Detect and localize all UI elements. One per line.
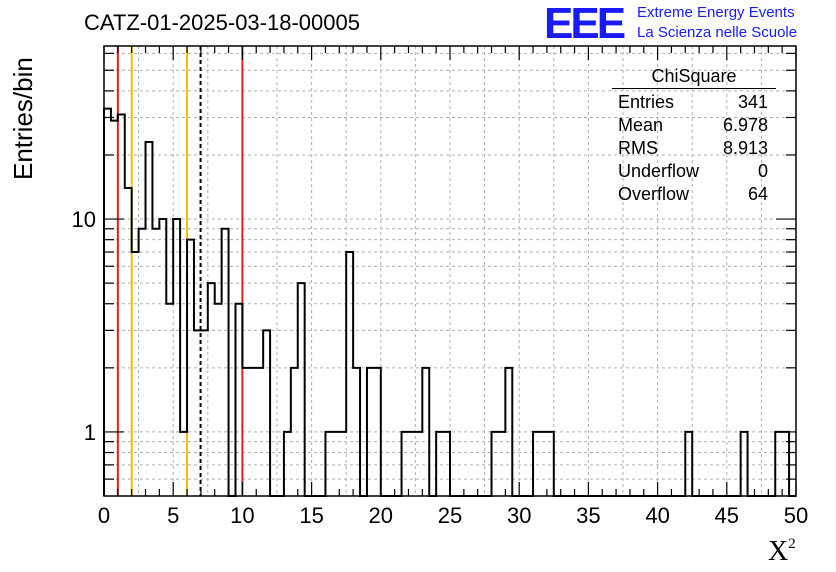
- x-tick-label: 10: [230, 503, 254, 528]
- stats-label: Entries: [618, 92, 675, 112]
- x-axis-label: X2: [768, 536, 796, 567]
- stats-value: 6.978: [722, 115, 768, 135]
- x-tick-label: 35: [576, 503, 600, 528]
- stats-value: 8.913: [722, 138, 768, 158]
- axis-ticks: [103, 46, 797, 496]
- stats-label: Mean: [618, 115, 664, 135]
- x-tick-label: 15: [299, 503, 323, 528]
- y-tick-label: 10: [72, 207, 96, 232]
- x-tick-label: 30: [507, 503, 531, 528]
- stats-label: Overflow: [618, 184, 690, 204]
- stats-value: 64: [747, 184, 768, 204]
- x-tick-label: 40: [645, 503, 669, 528]
- x-tick-label: 45: [715, 503, 739, 528]
- eee-logo: EEE: [544, 0, 626, 48]
- stats-value: 341: [737, 92, 768, 112]
- x-tick-label: 5: [167, 503, 179, 528]
- x-tick-label: 25: [438, 503, 462, 528]
- x-tick-label: 50: [784, 503, 808, 528]
- stats-box: ChiSquare Entries 341 Mean 6.978 RMS 8.9…: [612, 66, 776, 206]
- stats-row-underflow: Underflow 0: [612, 160, 776, 183]
- x-tick-label: 0: [98, 503, 110, 528]
- stats-row-rms: RMS 8.913: [612, 137, 776, 160]
- tick-labels: 0 5 10 15 20 25 30 35 40 45 50 1 10: [72, 207, 809, 528]
- y-axis-label: Entries/bin: [8, 57, 38, 180]
- stats-label: Underflow: [618, 161, 700, 181]
- stats-value: 0: [757, 161, 768, 181]
- y-tick-label: 1: [84, 420, 96, 445]
- chart-title: CATZ-01-2025-03-18-00005: [84, 10, 360, 35]
- stats-row-entries: Entries 341: [612, 91, 776, 114]
- grid-lines: [104, 46, 796, 496]
- x-tick-label: 20: [369, 503, 393, 528]
- stats-title: ChiSquare: [612, 66, 776, 89]
- logo-caption-2: La Scienza nelle Scuole: [637, 24, 798, 41]
- stats-row-mean: Mean 6.978: [612, 114, 776, 137]
- stats-row-overflow: Overflow 64: [612, 183, 776, 206]
- stats-label: RMS: [618, 138, 658, 158]
- logo-caption-1: Extreme Energy Events: [637, 4, 795, 21]
